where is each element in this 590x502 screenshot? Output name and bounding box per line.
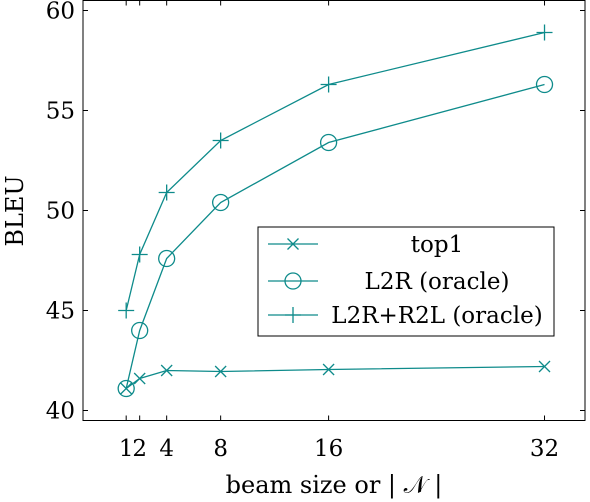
y-tick-label: 45: [46, 299, 75, 325]
x-tick-label: 32: [530, 436, 559, 462]
legend: top1 L2R (oracle) L2R+R2L (oracle): [257, 226, 555, 337]
x-axis-ticks: 12 4 8 16 32: [119, 0, 559, 462]
data-point: [322, 363, 335, 376]
data-point: [212, 132, 229, 149]
series-plus: [118, 24, 553, 319]
x-tick-label: 2: [132, 436, 147, 462]
y-tick-label: 40: [46, 399, 75, 425]
data-point: [538, 360, 551, 373]
data-point: [158, 184, 175, 201]
x-tick-label: 8: [213, 436, 228, 462]
data-point: [211, 193, 230, 212]
legend-label: top1: [411, 232, 463, 258]
legend-label: L2R (oracle): [365, 269, 510, 295]
data-point: [133, 372, 146, 385]
legend-marker: [285, 307, 301, 323]
data-point: [117, 379, 135, 398]
data-point: [118, 302, 135, 319]
data-point: [319, 133, 338, 152]
series-line: [125, 83, 545, 389]
series-layer: [117, 24, 554, 398]
series-line: [125, 365, 545, 390]
y-axis-ticks: 40 45 50 55 60: [46, 0, 585, 425]
legend-label: L2R+R2L (oracle): [331, 303, 542, 329]
x-axis-label: beam size or | 𝒩 |: [226, 471, 443, 500]
data-point: [535, 75, 554, 94]
y-tick-label: 60: [46, 0, 75, 25]
y-tick-label: 50: [46, 199, 75, 225]
data-point: [160, 364, 173, 377]
data-point: [536, 24, 553, 41]
y-axis-label: BLEU: [1, 175, 29, 246]
x-tick-label: 16: [314, 436, 343, 462]
series-circle: [117, 75, 554, 398]
series-x: [120, 360, 551, 395]
y-tick-label: 55: [46, 99, 75, 125]
data-point: [320, 76, 337, 93]
legend-marker: [284, 272, 302, 290]
data-point: [131, 321, 149, 340]
x-tick-label: 1: [119, 436, 134, 462]
data-point: [158, 249, 176, 268]
x-tick-label: 4: [159, 436, 174, 462]
data-point: [131, 246, 148, 263]
legend-marker: [287, 238, 299, 250]
data-point: [214, 365, 227, 378]
series-line: [125, 31, 545, 311]
